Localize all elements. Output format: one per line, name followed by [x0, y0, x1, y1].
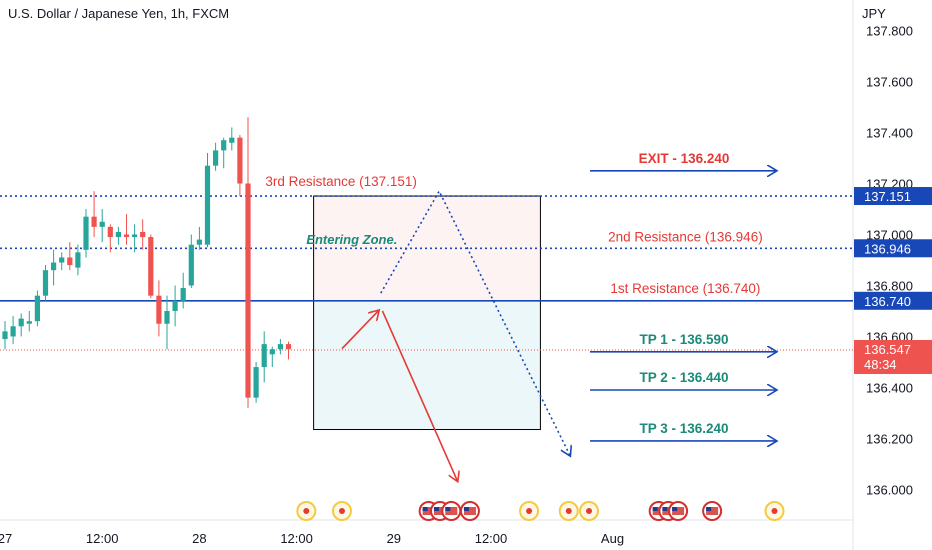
- candle-body: [277, 344, 283, 350]
- candle-body: [42, 270, 49, 296]
- currency-label: JPY: [862, 6, 886, 21]
- candle-body: [237, 137, 243, 184]
- event-flag-canton: [706, 507, 712, 511]
- target-label: TP 2 - 136.440: [639, 370, 728, 385]
- x-tick-label: 12:00: [280, 531, 313, 546]
- zone-lower-fill: [313, 300, 541, 430]
- candle-body: [229, 137, 235, 143]
- candle-body: [172, 300, 178, 311]
- event-flag-canton: [662, 507, 668, 511]
- zone-box: [313, 195, 541, 431]
- level-price-tag: [854, 291, 932, 310]
- entering-zone-label: Entering Zone.: [306, 232, 397, 247]
- candle-body: [253, 367, 259, 398]
- candle-body: [26, 321, 32, 324]
- x-tick-label: Aug: [601, 531, 624, 546]
- event-flag-icon: [445, 507, 458, 515]
- event-dot-icon: [565, 508, 572, 514]
- candle-body: [132, 234, 138, 238]
- candle-body: [99, 221, 105, 227]
- event-dot-icon: [526, 508, 533, 514]
- candle-body: [261, 344, 267, 368]
- x-tick-label: 28: [192, 531, 206, 546]
- event-flag-icon: [672, 507, 685, 515]
- event-flag-canton: [445, 507, 451, 511]
- projection-arrow-up: [341, 310, 379, 350]
- candle-body: [18, 318, 24, 327]
- candle-body: [140, 231, 146, 238]
- level-price-tag: [854, 187, 932, 206]
- countdown-label: 48:34: [864, 357, 897, 372]
- level-label-2nd: 2nd Resistance (136.946): [608, 229, 763, 244]
- event-dot-icon: [338, 508, 345, 514]
- event-dot-icon: [586, 508, 593, 514]
- event-dot-icon: [303, 508, 310, 514]
- candle-body: [75, 252, 81, 268]
- candle-body: [213, 150, 219, 166]
- level-label-3rd: 3rd Resistance (137.151): [265, 174, 417, 189]
- y-tick-label: 137.400: [866, 126, 913, 141]
- candle-body: [204, 165, 211, 245]
- candle-body: [34, 295, 40, 322]
- target-label: EXIT - 136.240: [639, 151, 730, 166]
- candle-body: [196, 239, 202, 245]
- candle-body: [148, 237, 154, 296]
- chart-title: U.S. Dollar / Japanese Yen, 1h, FXCM: [8, 6, 230, 21]
- y-tick-label: 136.000: [866, 482, 913, 497]
- y-tick-label: 136.400: [866, 380, 913, 395]
- candle-body: [83, 216, 89, 250]
- level-price-tag: [854, 239, 932, 258]
- event-dot-icon: [771, 508, 778, 514]
- level-price-tag-label: 137.151: [864, 189, 911, 204]
- candle-body: [115, 231, 121, 238]
- x-tick-label: 29: [387, 531, 401, 546]
- candle-body: [51, 262, 57, 271]
- level-label-1st: 1st Resistance (136.740): [610, 281, 760, 296]
- candle-body: [285, 344, 292, 350]
- candle-body: [2, 331, 8, 340]
- current-price-tag: [854, 339, 932, 374]
- candle-body: [245, 183, 251, 398]
- event-flag-canton: [422, 507, 428, 511]
- candle-body: [59, 257, 65, 263]
- y-tick-label: 137.600: [866, 75, 913, 90]
- event-flag-canton: [433, 507, 439, 511]
- event-flag-icon: [463, 507, 476, 515]
- event-flag-canton: [463, 507, 469, 511]
- event-flag-icon: [706, 507, 719, 515]
- y-tick-label: 136.800: [866, 278, 913, 293]
- y-tick-label: 136.200: [866, 431, 913, 446]
- candle-body: [91, 216, 97, 227]
- x-tick-label: 27: [0, 531, 12, 546]
- event-flag-icon: [433, 507, 446, 515]
- current-price-label: 136.547: [864, 342, 911, 357]
- y-tick-label: 137.000: [866, 228, 913, 243]
- candle-body: [188, 244, 194, 286]
- target-label: TP 3 - 136.240: [639, 421, 728, 436]
- level-price-tag-label: 136.740: [864, 294, 911, 309]
- candle-body: [107, 226, 113, 238]
- x-tick-label: 12:00: [86, 531, 119, 546]
- projection-arrow-down: [381, 310, 457, 482]
- level-price-tag-label: 136.946: [864, 241, 911, 256]
- candle-body: [10, 326, 16, 337]
- event-flag-canton: [672, 507, 678, 511]
- candle-body: [156, 295, 162, 324]
- candle-body: [180, 288, 186, 301]
- event-flag-canton: [652, 507, 658, 511]
- candle-body: [123, 234, 130, 238]
- candle-body: [164, 310, 170, 324]
- event-flag-icon: [422, 507, 435, 515]
- candle-body: [67, 257, 73, 266]
- candle-body: [269, 349, 275, 355]
- x-tick-label: 12:00: [475, 531, 508, 546]
- target-label: TP 1 - 136.590: [639, 332, 728, 347]
- candle-body: [221, 140, 227, 151]
- y-tick-label: 137.800: [866, 24, 913, 39]
